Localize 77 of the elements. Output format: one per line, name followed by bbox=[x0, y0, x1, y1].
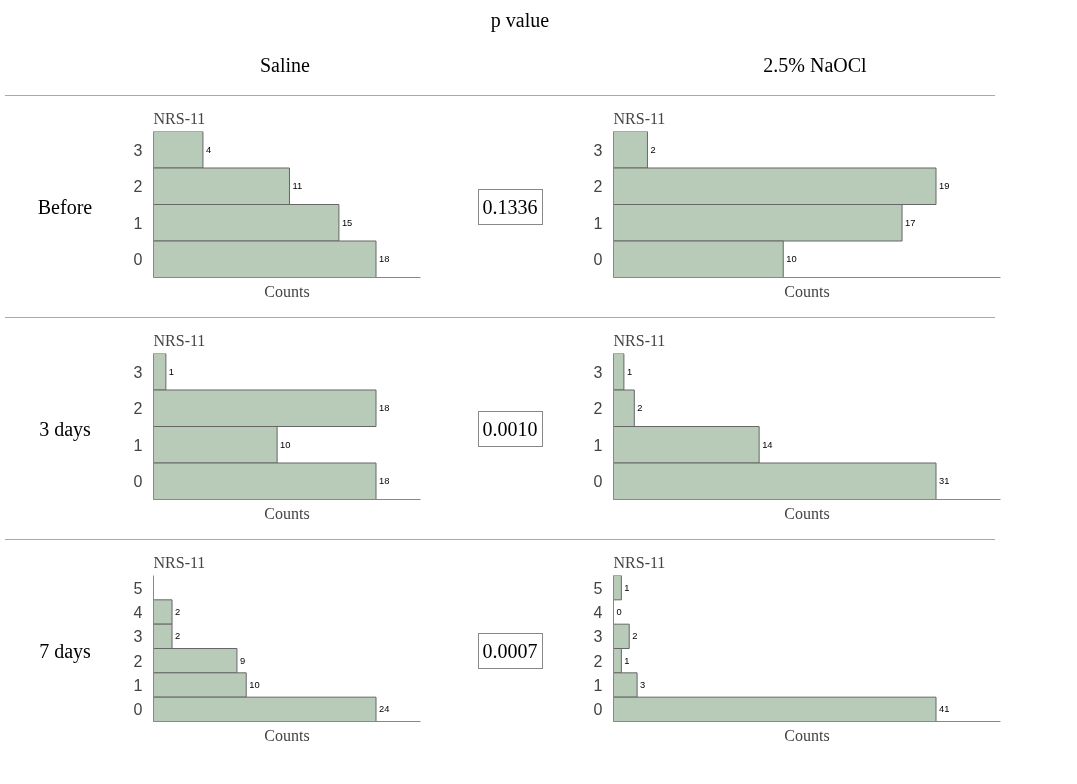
x-axis-title: Counts bbox=[784, 504, 830, 522]
text: Saline bbox=[260, 52, 310, 78]
data-label: 19 bbox=[939, 181, 950, 192]
data-label: 1 bbox=[624, 582, 630, 593]
text: p value bbox=[490, 7, 550, 34]
data-label: 15 bbox=[341, 217, 353, 228]
x-axis-title: Counts bbox=[264, 282, 310, 300]
x-axis-title: Counts bbox=[784, 726, 830, 744]
y-tick-label: 1 bbox=[133, 677, 143, 694]
data-label: 41 bbox=[939, 704, 950, 715]
data-label: 18 bbox=[379, 254, 390, 265]
y-tick-label: 1 bbox=[593, 677, 603, 694]
data-label: 1 bbox=[168, 366, 175, 377]
y-tick-label: 0 bbox=[133, 473, 143, 491]
y-tick-label: 4 bbox=[133, 604, 143, 621]
data-label: 10 bbox=[280, 439, 291, 450]
y-tick-label: 1 bbox=[593, 214, 603, 232]
y-tick-label: 0 bbox=[593, 701, 603, 719]
text: 3 days bbox=[39, 416, 91, 443]
data-label: 1 bbox=[624, 655, 630, 666]
y-axis-title: NRS-11 bbox=[153, 331, 206, 349]
y-tick-label: 2 bbox=[133, 400, 143, 418]
data-label: 10 bbox=[786, 254, 797, 265]
text: 7 days bbox=[39, 638, 91, 665]
y-tick-label: 2 bbox=[133, 652, 143, 670]
y-tick-label: 3 bbox=[133, 628, 143, 646]
y-tick-label: 0 bbox=[593, 473, 603, 491]
y-axis-title: NRS-11 bbox=[613, 331, 666, 349]
data-label: 17 bbox=[905, 217, 916, 228]
x-axis-title: Counts bbox=[264, 504, 310, 522]
data-label: 24 bbox=[379, 704, 390, 715]
y-tick-label: 2 bbox=[593, 652, 603, 670]
y-tick-label: 4 bbox=[593, 604, 603, 621]
data-label: 2 bbox=[175, 607, 181, 617]
bar bbox=[613, 575, 622, 601]
data-label: 4 bbox=[205, 144, 212, 155]
data-label: 1 bbox=[626, 366, 633, 377]
text: 0.0010 bbox=[477, 410, 543, 447]
data-label: 2 bbox=[637, 403, 643, 414]
data-label: 14 bbox=[762, 439, 773, 450]
y-tick-label: 3 bbox=[133, 141, 143, 159]
y-axis-title: NRS-11 bbox=[613, 109, 666, 127]
y-tick-label: 3 bbox=[133, 363, 143, 381]
y-tick-label: 2 bbox=[133, 178, 143, 196]
x-axis-title: Counts bbox=[784, 282, 830, 300]
data-label: 18 bbox=[379, 476, 390, 487]
x-axis-title: Counts bbox=[264, 726, 310, 744]
y-axis-title: NRS-11 bbox=[153, 553, 206, 571]
text: Before bbox=[37, 194, 93, 220]
text: 0.1336 bbox=[477, 188, 543, 225]
y-axis-title: NRS-11 bbox=[613, 553, 666, 571]
y-tick-label: 0 bbox=[593, 251, 603, 269]
text: 0.0007 bbox=[477, 632, 543, 669]
data-label: 0 bbox=[616, 607, 622, 617]
y-tick-label: 5 bbox=[593, 579, 603, 597]
y-tick-label: 0 bbox=[133, 701, 143, 719]
data-label: 11 bbox=[292, 181, 303, 192]
data-label: 3 bbox=[640, 680, 646, 690]
y-tick-label: 2 bbox=[593, 178, 603, 196]
y-tick-label: 5 bbox=[133, 579, 143, 597]
y-tick-label: 3 bbox=[593, 363, 603, 381]
data-label: 10 bbox=[249, 680, 260, 690]
y-tick-label: 2 bbox=[593, 400, 603, 418]
data-label: 31 bbox=[939, 476, 950, 487]
y-tick-label: 3 bbox=[593, 628, 603, 646]
y-tick-label: 1 bbox=[593, 436, 603, 454]
data-label: 18 bbox=[379, 403, 390, 414]
data-label: 2 bbox=[175, 631, 181, 642]
y-tick-label: 3 bbox=[593, 141, 603, 159]
data-label: 2 bbox=[650, 144, 656, 155]
y-axis-title: NRS-11 bbox=[153, 109, 206, 127]
y-tick-label: 1 bbox=[133, 436, 143, 454]
y-tick-label: 1 bbox=[133, 214, 143, 232]
data-label: 2 bbox=[632, 631, 638, 642]
data-label: 9 bbox=[239, 655, 246, 666]
y-tick-label: 0 bbox=[133, 251, 143, 269]
text: 2.5% NaOCl bbox=[763, 52, 867, 78]
